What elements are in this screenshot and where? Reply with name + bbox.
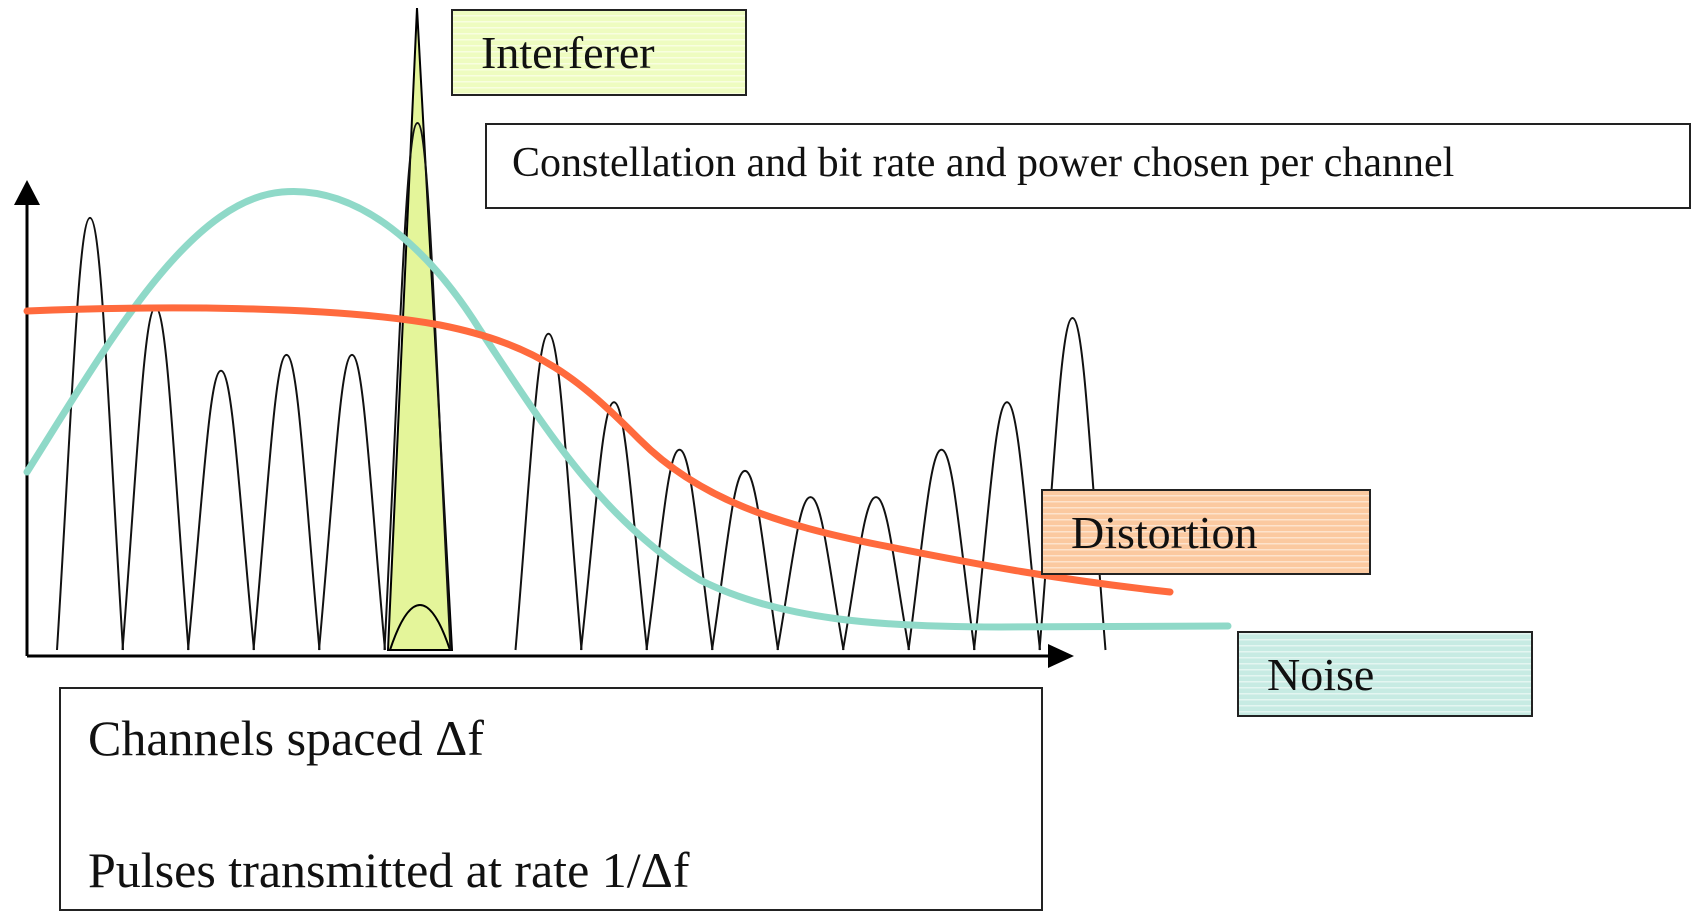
channel-pulse bbox=[187, 369, 255, 651]
channel-pulse bbox=[973, 401, 1041, 651]
noise-curve bbox=[23, 188, 1232, 631]
distortion-curve bbox=[23, 304, 1174, 596]
interferer-label-text: Interferer bbox=[481, 27, 655, 78]
channel-pulse bbox=[56, 216, 124, 651]
channel-pulse bbox=[514, 332, 583, 651]
channel-pulse bbox=[1038, 316, 1107, 651]
channel-pulse bbox=[121, 306, 190, 651]
channel-pulse bbox=[842, 496, 910, 651]
channel-pulse bbox=[318, 353, 386, 651]
noise-label: Noise bbox=[1237, 631, 1533, 717]
channel-pulse bbox=[252, 353, 321, 651]
constellation-label-text: Constellation and bit rate and power cho… bbox=[512, 140, 1454, 186]
y-axis-arrow-icon bbox=[14, 180, 40, 205]
x-axis-arrow-icon bbox=[1048, 644, 1074, 668]
distortion-label-text: Distortion bbox=[1071, 507, 1258, 558]
interferer-small-pulse bbox=[389, 604, 451, 651]
channel-pulse bbox=[383, 121, 452, 651]
channels-description: Channels spaced Δf Pulses transmitted at… bbox=[59, 687, 1043, 911]
distortion-label: Distortion bbox=[1041, 489, 1371, 575]
pulse-rate-text: Pulses transmitted at rate 1/Δf bbox=[88, 842, 690, 898]
interferer-label: Interferer bbox=[451, 9, 747, 96]
noise-label-text: Noise bbox=[1267, 649, 1374, 700]
channel-pulse bbox=[711, 469, 779, 651]
axes bbox=[14, 180, 1074, 668]
constellation-label: Constellation and bit rate and power cho… bbox=[485, 123, 1691, 209]
channels-spacing-text: Channels spaced Δf bbox=[88, 710, 484, 766]
channel-pulse bbox=[776, 496, 845, 651]
